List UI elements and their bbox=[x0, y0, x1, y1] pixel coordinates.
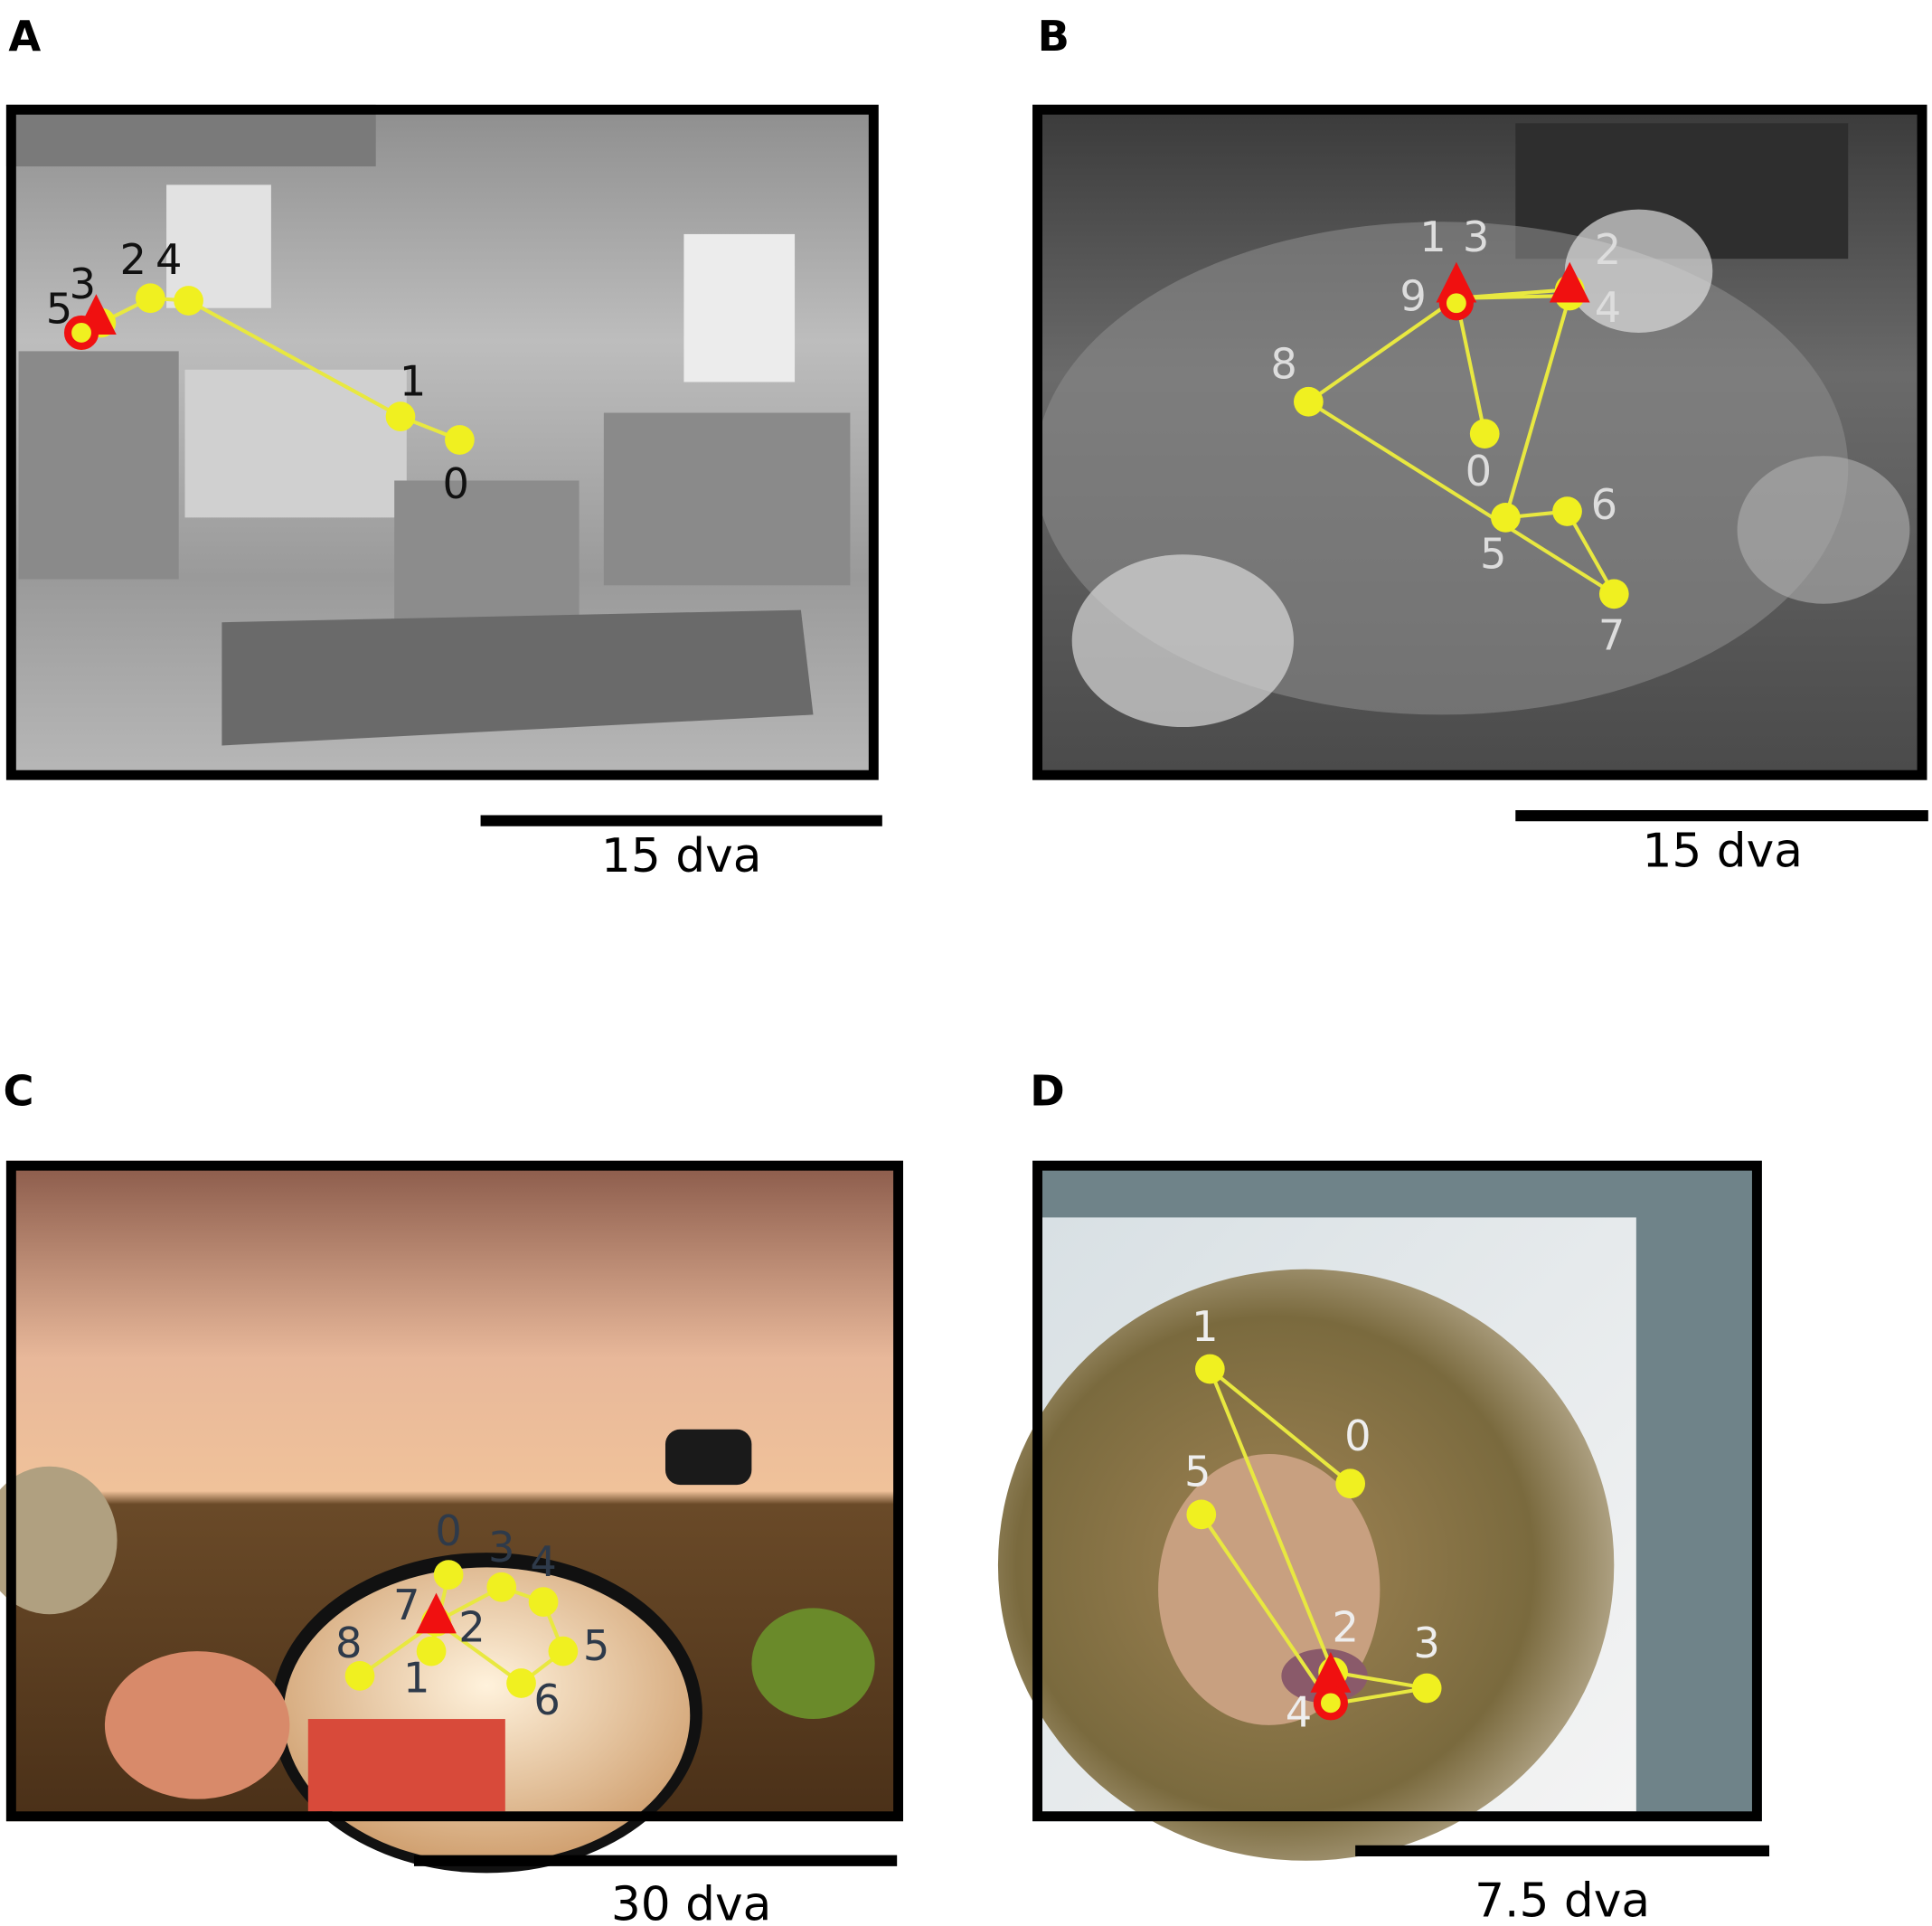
fixation bbox=[174, 286, 203, 316]
fixation bbox=[445, 425, 475, 455]
fixation bbox=[1186, 1499, 1217, 1530]
fixation bbox=[486, 1572, 517, 1602]
scanpath bbox=[1305, 288, 1616, 596]
fixation-label: 7 bbox=[1598, 610, 1625, 659]
fixation-label: 6 bbox=[1591, 480, 1617, 529]
panel-label: D bbox=[1030, 1067, 1064, 1116]
fixation-label: 7 bbox=[393, 1581, 419, 1629]
fixation bbox=[1335, 1468, 1366, 1499]
frame-b bbox=[1032, 104, 1927, 780]
fixation bbox=[528, 1587, 559, 1617]
fixation-label: 0 bbox=[1465, 447, 1492, 496]
fixation bbox=[433, 1560, 464, 1590]
fixation-label: 1 bbox=[1419, 212, 1446, 261]
fixation bbox=[416, 1636, 447, 1666]
fixation-label: 3 bbox=[70, 260, 96, 308]
scale-label: 15 dva bbox=[601, 829, 762, 883]
fixation-label: 3 bbox=[488, 1523, 514, 1572]
target-ring bbox=[1438, 286, 1474, 321]
fixation bbox=[506, 1668, 536, 1698]
photo-a bbox=[5, 104, 879, 780]
scale-label: 15 dva bbox=[1642, 824, 1803, 878]
target-marker bbox=[1549, 261, 1590, 303]
fixation-label: 4 bbox=[156, 235, 182, 284]
target-ring bbox=[63, 315, 99, 351]
fixation-label: 6 bbox=[533, 1676, 560, 1724]
fixation-label: 0 bbox=[435, 1506, 461, 1555]
fixation-label: 5 bbox=[1184, 1448, 1211, 1496]
fixation-label: 8 bbox=[1270, 340, 1296, 389]
scale-label: 30 dva bbox=[611, 1878, 772, 1926]
fixation-label: 0 bbox=[1344, 1411, 1371, 1460]
fixation-label: 4 bbox=[1286, 1687, 1312, 1736]
fixation-label: 8 bbox=[335, 1619, 362, 1667]
scanpath bbox=[1200, 1367, 1428, 1706]
target-ring bbox=[1313, 1685, 1348, 1721]
fixation bbox=[1552, 496, 1582, 526]
scale-label: 7.5 dva bbox=[1475, 1874, 1650, 1926]
frame-a bbox=[5, 104, 879, 780]
panel-label: B bbox=[1038, 12, 1070, 61]
fixation-label: 4 bbox=[530, 1537, 556, 1586]
fixation-label: 2 bbox=[1332, 1602, 1358, 1651]
fixation-label: 3 bbox=[1463, 212, 1489, 261]
fixation-label: 0 bbox=[443, 459, 469, 508]
fixation-label: 4 bbox=[1595, 283, 1621, 332]
fixation-label: 2 bbox=[458, 1602, 485, 1651]
fixation bbox=[548, 1636, 579, 1666]
panel-label: A bbox=[8, 12, 41, 61]
target-marker bbox=[416, 1592, 457, 1634]
fixation-label: 2 bbox=[1595, 225, 1621, 274]
fixation bbox=[1194, 1354, 1225, 1384]
fixation bbox=[1411, 1673, 1442, 1704]
frame-d bbox=[1032, 1160, 1762, 1822]
fixation bbox=[1598, 579, 1629, 609]
fixation-label: 1 bbox=[400, 357, 426, 406]
fixation bbox=[1293, 386, 1324, 417]
fixation bbox=[1469, 419, 1500, 449]
photo-d bbox=[997, 1160, 1762, 1861]
fixation-label: 1 bbox=[1192, 1302, 1218, 1351]
fixation-label: 5 bbox=[1480, 529, 1506, 578]
fixation-label: 3 bbox=[1413, 1619, 1439, 1667]
fixation bbox=[135, 283, 165, 314]
photo-c bbox=[0, 1160, 903, 1874]
fixation-label: 1 bbox=[403, 1653, 429, 1702]
fixation-label: 5 bbox=[583, 1621, 609, 1670]
panel-label: C bbox=[4, 1067, 34, 1116]
fixation bbox=[1491, 503, 1521, 533]
fixation bbox=[385, 401, 416, 431]
fixation-label: 2 bbox=[120, 235, 146, 284]
fixation bbox=[344, 1661, 375, 1691]
frame-c bbox=[5, 1160, 903, 1822]
fixation-label: 9 bbox=[1400, 272, 1426, 321]
